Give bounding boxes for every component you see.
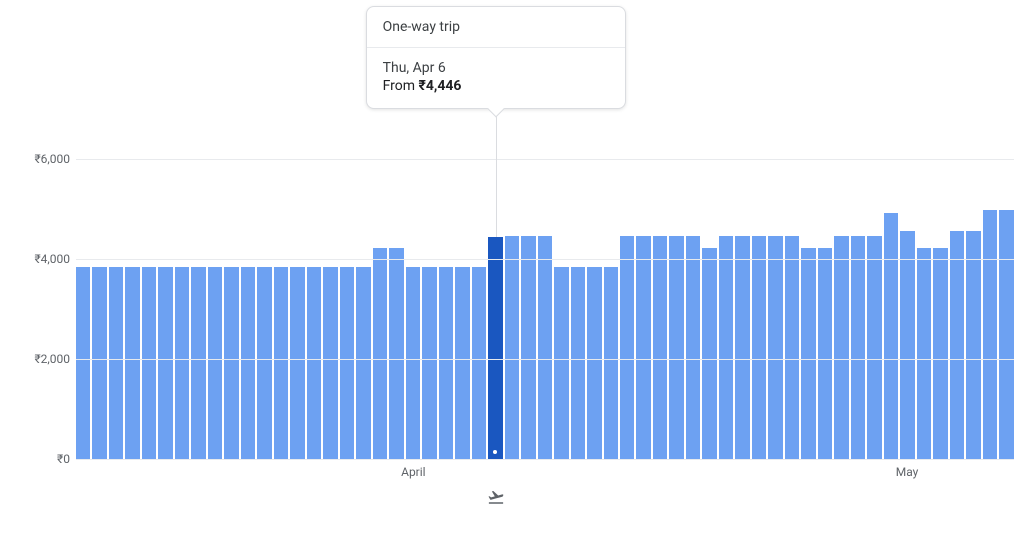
price-bar[interactable]	[505, 236, 519, 460]
price-bar[interactable]	[604, 267, 618, 460]
price-bar[interactable]	[768, 236, 782, 460]
tooltip-body: Thu, Apr 6 From ₹4,446	[367, 48, 625, 108]
price-bar[interactable]	[406, 267, 420, 460]
x-axis: April May	[76, 459, 1014, 489]
price-bar[interactable]	[785, 236, 799, 460]
price-bar[interactable]	[801, 248, 815, 459]
price-bar[interactable]	[933, 248, 947, 459]
price-bar[interactable]	[158, 267, 172, 460]
price-bar[interactable]	[917, 248, 931, 459]
y-axis-label: ₹4,000	[30, 252, 70, 266]
price-bar[interactable]	[224, 267, 238, 460]
tooltip-date: Thu, Apr 6	[383, 60, 609, 76]
price-tooltip: One-way trip Thu, Apr 6 From ₹4,446	[366, 6, 626, 109]
price-bar[interactable]	[620, 236, 634, 460]
price-bar[interactable]	[686, 236, 700, 460]
price-bar[interactable]	[109, 267, 123, 460]
price-bar[interactable]	[340, 267, 354, 460]
bars-container	[76, 159, 1014, 459]
price-bar[interactable]	[818, 248, 832, 459]
price-bar[interactable]	[323, 267, 337, 460]
price-bar[interactable]	[290, 267, 304, 460]
price-bar[interactable]	[76, 267, 90, 460]
tooltip-header: One-way trip	[367, 7, 625, 48]
price-bar[interactable]	[702, 248, 716, 459]
price-bar[interactable]	[307, 267, 321, 460]
price-bar[interactable]	[752, 236, 766, 460]
x-axis-label: April	[401, 465, 425, 479]
price-bar[interactable]	[636, 236, 650, 460]
price-bar[interactable]	[884, 213, 898, 460]
price-bar[interactable]	[851, 236, 865, 460]
price-bar[interactable]	[241, 267, 255, 460]
price-bar[interactable]	[439, 267, 453, 460]
price-bar[interactable]	[191, 267, 205, 460]
gridline	[76, 159, 1014, 160]
y-axis-label: ₹6,000	[30, 152, 70, 166]
price-bar[interactable]	[92, 267, 106, 460]
departure-plane-icon	[487, 488, 505, 506]
price-bar[interactable]	[653, 236, 667, 460]
price-chart: April May One-way trip Thu, Apr 6 From ₹4…	[30, 0, 1014, 535]
price-bar[interactable]	[125, 267, 139, 460]
price-bar[interactable]	[983, 210, 997, 459]
tooltip-connector	[496, 109, 497, 237]
price-bar[interactable]	[472, 267, 486, 460]
price-bar[interactable]	[142, 267, 156, 460]
price-bar[interactable]	[373, 248, 387, 459]
tooltip-price: ₹4,446	[419, 78, 462, 94]
price-bar[interactable]	[274, 267, 288, 460]
price-bar[interactable]	[719, 236, 733, 460]
price-bar[interactable]	[950, 231, 964, 460]
price-bar[interactable]	[834, 236, 848, 460]
price-bar[interactable]	[257, 267, 271, 460]
price-bar[interactable]	[867, 236, 881, 460]
x-axis-label: May	[896, 465, 919, 479]
plot-area	[76, 159, 1014, 459]
price-bar[interactable]	[669, 236, 683, 460]
gridline	[76, 359, 1014, 360]
price-bar[interactable]	[455, 267, 469, 460]
price-bar[interactable]	[356, 267, 370, 460]
gridline	[76, 259, 1014, 260]
price-bar[interactable]	[208, 267, 222, 460]
y-axis-label: ₹0	[30, 452, 70, 466]
price-bar[interactable]	[999, 210, 1013, 459]
price-bar[interactable]	[900, 231, 914, 460]
price-bar[interactable]	[389, 248, 403, 459]
price-bar[interactable]	[422, 267, 436, 460]
price-bar[interactable]	[966, 231, 980, 460]
price-bar[interactable]	[587, 267, 601, 460]
price-bar[interactable]	[175, 267, 189, 460]
price-bar[interactable]	[554, 267, 568, 460]
price-bar[interactable]	[488, 237, 502, 459]
price-bar[interactable]	[735, 236, 749, 460]
price-bar[interactable]	[521, 236, 535, 460]
y-axis-label: ₹2,000	[30, 352, 70, 366]
tooltip-price-prefix: From	[383, 78, 419, 94]
tooltip-price-line: From ₹4,446	[383, 78, 609, 94]
price-bar[interactable]	[538, 236, 552, 460]
price-bar[interactable]	[571, 267, 585, 460]
